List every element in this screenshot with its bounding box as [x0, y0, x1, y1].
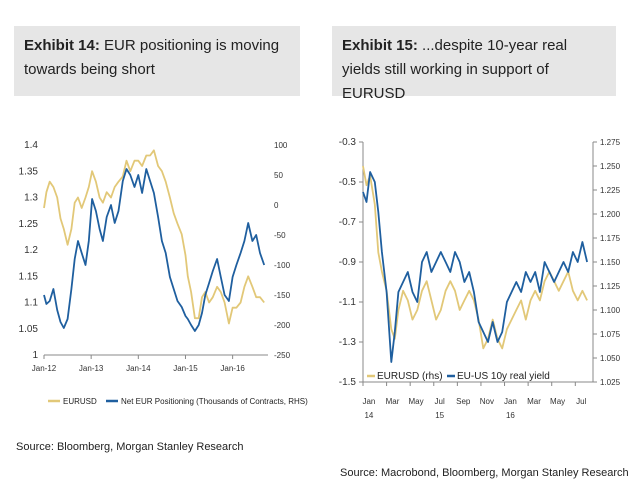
left-tick-label: -0.9	[339, 257, 357, 268]
left-tick-label: -0.3	[339, 137, 357, 148]
exhibit-14-title: EUR positioning is moving towards being …	[24, 37, 280, 78]
right-tick-label: 1.275	[600, 138, 621, 147]
series-line-eu-us-real-yield	[362, 171, 588, 363]
exhibit-15-source: Source: Macrobond, Bloomberg, Morgan Sta…	[340, 467, 629, 479]
exhibit-15-title-box: Exhibit 15: ...despite 10-year real yiel…	[332, 26, 616, 102]
x-tick-label: Jul	[576, 397, 586, 406]
x-year-label: 14	[364, 411, 373, 420]
left-tick-label: 1	[32, 350, 38, 361]
right-tick-label: -150	[274, 291, 291, 300]
exhibit-15-title: ...despite 10-year real yields still wor…	[342, 37, 568, 102]
right-tick-label: -250	[274, 351, 291, 360]
left-tick-label: -0.5	[339, 177, 357, 188]
legend-label-net-eur-positioning: Net EUR Positioning (Thousands of Contra…	[121, 397, 308, 406]
x-tick-label: May	[550, 397, 565, 406]
right-tick-label: 1.100	[600, 306, 621, 315]
x-tick-label: Jan	[504, 397, 517, 406]
left-tick-label: -1.1	[339, 297, 357, 308]
right-tick-label: 1.050	[600, 354, 621, 363]
right-tick-label: 100	[274, 141, 288, 150]
right-tick-label: -200	[274, 321, 291, 330]
left-tick-label: 1.2	[24, 245, 38, 256]
x-tick-label: Jan-12	[32, 364, 57, 373]
x-tick-label: Jul	[435, 397, 445, 406]
x-year-label: 16	[506, 411, 515, 420]
x-tick-label: Nov	[480, 397, 494, 406]
x-year-label: 15	[435, 411, 444, 420]
left-tick-label: 1.25	[19, 219, 39, 230]
right-tick-label: -50	[274, 231, 286, 240]
right-tick-label: 1.175	[600, 234, 621, 243]
legend-label-eu-us-real-yield: EU-US 10y real yield	[457, 371, 550, 382]
right-tick-label: 0	[274, 201, 279, 210]
exhibit-15-chart: -0.3 -0.5 -0.7 -0.9 -1.1 -1.3 -1.5 1.275 1.250 1.…	[339, 137, 621, 420]
legend-label-eurusd: EURUSD (rhs)	[377, 371, 443, 382]
exhibit-15-label: Exhibit 15:	[342, 37, 418, 54]
x-tick-label: May	[409, 397, 424, 406]
x-tick-label: Sep	[456, 397, 471, 406]
legend-label-eurusd: EURUSD	[63, 397, 97, 406]
exhibit-14-source: Source: Bloomberg, Morgan Stanley Resear…	[16, 441, 244, 453]
left-tick-label: 1.35	[19, 166, 39, 177]
left-tick-label: 1.1	[24, 298, 38, 309]
series-line-net-eur-positioning	[43, 168, 266, 332]
left-tick-label: 1.05	[19, 324, 39, 335]
exhibit-14-label: Exhibit 14:	[24, 37, 100, 54]
x-tick-label: Mar	[527, 397, 541, 406]
x-tick-label: Jan-13	[79, 364, 104, 373]
right-tick-label: 1.200	[600, 210, 621, 219]
left-tick-label: -1.3	[339, 337, 357, 348]
right-tick-label: 1.150	[600, 258, 621, 267]
x-tick-label: Jan-14	[126, 364, 151, 373]
right-tick-label: 1.025	[600, 378, 621, 387]
left-tick-label: 1.15	[19, 271, 39, 282]
x-tick-label: Jan	[362, 397, 375, 406]
x-tick-label: Jan-15	[173, 364, 198, 373]
x-tick-label: Jan-16	[220, 364, 245, 373]
right-tick-label: 1.125	[600, 282, 621, 291]
left-tick-label: 1.4	[24, 140, 38, 151]
left-tick-label: 1.3	[24, 193, 38, 204]
right-tick-label: -100	[274, 261, 291, 270]
series-line-eurusd	[43, 149, 265, 325]
exhibit-14-chart: 1.4 1.35 1.3 1.25 1.2 1.15 1.1 1.05 1 100 50 0 -50 -1…	[19, 140, 309, 406]
right-tick-label: 50	[274, 171, 283, 180]
left-tick-label: -0.7	[339, 217, 357, 228]
right-tick-label: 1.075	[600, 330, 621, 339]
x-tick-label: Mar	[386, 397, 400, 406]
right-tick-label: 1.225	[600, 186, 621, 195]
right-tick-label: 1.250	[600, 162, 621, 171]
left-tick-label: -1.5	[339, 377, 357, 388]
exhibit-14-title-box: Exhibit 14: EUR positioning is moving to…	[14, 26, 300, 96]
